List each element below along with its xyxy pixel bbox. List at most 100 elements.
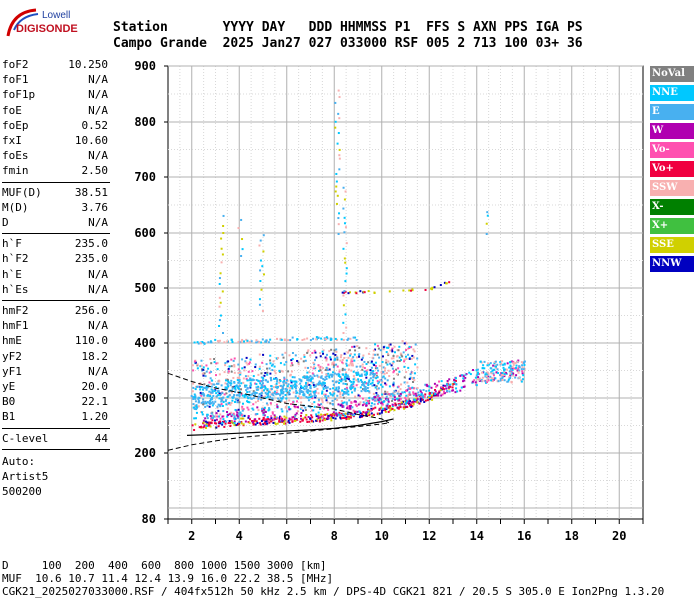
echo-point	[263, 374, 266, 377]
echo-point	[365, 372, 368, 375]
footer-muf-row: MUF 10.6 10.7 11.4 12.4 13.9 16.0 22.2 3…	[2, 572, 334, 585]
echo-point	[269, 376, 272, 379]
echo-point	[274, 423, 277, 426]
echo-point	[365, 413, 368, 416]
echo-point	[209, 425, 212, 428]
echo-point	[257, 340, 260, 343]
echo-point	[399, 388, 402, 391]
echo-point	[239, 411, 242, 414]
echo-point	[221, 253, 224, 256]
echo-point	[215, 395, 218, 398]
echo-point	[438, 380, 441, 383]
echo-point	[209, 415, 212, 418]
echo-point	[501, 378, 504, 381]
echo-point	[416, 366, 419, 369]
echo-point	[339, 375, 342, 378]
echo-point	[513, 367, 516, 370]
echo-point	[210, 391, 213, 394]
echo-point	[308, 393, 311, 396]
echo-point	[207, 384, 210, 387]
echo-point	[387, 400, 390, 403]
echo-point	[384, 369, 387, 372]
echo-point	[372, 353, 375, 356]
echo-point	[224, 364, 227, 367]
echo-point	[494, 364, 497, 367]
echo-point	[320, 383, 323, 386]
echo-point	[365, 401, 368, 404]
echo-point	[426, 385, 429, 388]
echo-point	[410, 405, 413, 408]
echo-point	[387, 352, 390, 355]
echo-point	[345, 267, 348, 270]
echo-point	[336, 365, 339, 368]
echo-point	[349, 362, 352, 365]
param-label: foE	[2, 103, 22, 117]
x-tick-label: 18	[565, 529, 579, 543]
echo-point	[240, 413, 243, 416]
echo-point	[381, 381, 384, 384]
echo-point	[251, 421, 254, 424]
echo-point	[259, 239, 262, 242]
echo-point	[304, 406, 307, 409]
echo-point	[406, 401, 409, 404]
echo-point	[448, 385, 451, 388]
echo-point	[277, 417, 280, 420]
echo-point	[338, 157, 341, 160]
echo-point	[360, 379, 363, 382]
echo-point	[344, 290, 347, 293]
echo-point	[242, 381, 245, 384]
echo-point	[196, 341, 199, 344]
echo-point	[319, 416, 322, 419]
echo-point	[302, 360, 305, 363]
echo-point	[420, 394, 423, 397]
echo-point	[272, 360, 275, 363]
echo-point	[239, 371, 242, 374]
echo-point	[378, 408, 381, 411]
echo-point	[357, 394, 360, 397]
echo-point	[337, 132, 340, 135]
echo-point	[320, 337, 323, 340]
echo-point	[437, 392, 440, 395]
echo-point	[493, 362, 496, 365]
echo-point	[340, 354, 343, 357]
echo-point	[349, 353, 352, 356]
echo-point	[385, 346, 388, 349]
echo-point	[359, 401, 362, 404]
echo-point	[203, 383, 206, 386]
echo-point	[311, 395, 314, 398]
echo-point	[201, 369, 204, 372]
echo-point	[325, 359, 328, 362]
echo-point	[210, 382, 213, 385]
echo-point	[394, 402, 397, 405]
echo-point	[508, 375, 511, 378]
echo-point	[412, 376, 415, 379]
echo-point	[517, 370, 520, 373]
echo-point	[224, 382, 227, 385]
echo-point	[205, 370, 208, 373]
echo-point	[280, 391, 283, 394]
echo-point	[224, 362, 227, 365]
echo-point	[328, 376, 331, 379]
echo-point	[261, 409, 264, 412]
echo-point	[287, 339, 290, 342]
echo-point	[312, 390, 315, 393]
echo-point	[398, 397, 401, 400]
echo-point	[291, 380, 294, 383]
echo-point	[354, 403, 357, 406]
echo-point	[281, 370, 284, 373]
echo-point	[317, 415, 320, 418]
echo-point	[213, 389, 216, 392]
param-value: 256.0	[74, 304, 108, 317]
echo-point	[234, 398, 237, 401]
echo-point	[194, 394, 197, 397]
echo-point	[332, 366, 335, 369]
echo-point	[392, 394, 395, 397]
echo-point	[440, 388, 443, 391]
echo-point	[315, 356, 318, 359]
param-row: h`F2 235.0	[2, 252, 108, 266]
echo-point	[232, 376, 235, 379]
echo-point	[332, 387, 335, 390]
echo-point	[389, 349, 392, 352]
echo-point	[361, 368, 364, 371]
echo-point	[358, 416, 361, 419]
